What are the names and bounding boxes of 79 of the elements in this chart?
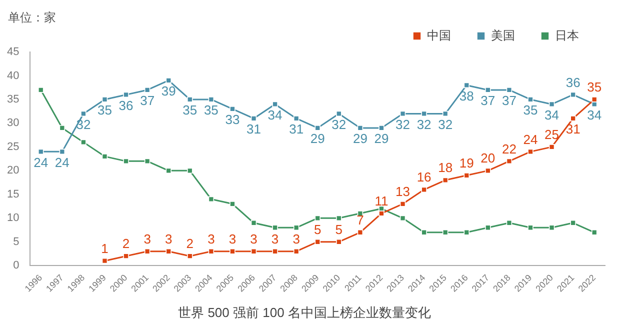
data-label: 29 <box>310 131 325 146</box>
data-label: 32 <box>76 116 91 132</box>
data-label: 11 <box>374 193 388 208</box>
data-label: 20 <box>480 150 496 166</box>
y-tick-label: 10 <box>6 212 20 224</box>
point <box>357 230 364 236</box>
point <box>293 116 300 122</box>
data-label: 36 <box>118 98 134 113</box>
data-label: 29 <box>374 131 389 146</box>
data-label: 24 <box>523 132 538 147</box>
point <box>80 139 86 146</box>
point <box>230 106 236 112</box>
data-label: 3 <box>250 231 258 246</box>
point <box>570 116 576 122</box>
data-label: 3 <box>292 231 300 246</box>
point <box>166 78 172 84</box>
y-tick-label: 15 <box>6 188 20 200</box>
y-tick-label: 20 <box>6 164 20 177</box>
data-label: 32 <box>332 116 346 132</box>
data-label: 31 <box>246 122 261 137</box>
data-label: 38 <box>459 88 474 104</box>
data-label: 22 <box>502 141 516 156</box>
data-label: 13 <box>396 184 410 199</box>
data-label: 32 <box>438 116 453 132</box>
data-label: 3 <box>164 231 172 246</box>
data-label: 37 <box>140 93 155 108</box>
point <box>80 110 86 117</box>
data-label: 3 <box>144 231 151 246</box>
data-label: 35 <box>182 102 198 118</box>
data-label: 39 <box>161 84 176 99</box>
data-label: 37 <box>502 93 516 108</box>
data-label: 3 <box>208 231 215 246</box>
y-tick-label: 30 <box>6 117 20 130</box>
point <box>59 125 66 131</box>
point <box>102 96 108 102</box>
data-label: 31 <box>289 122 304 137</box>
data-label: 33 <box>225 112 240 128</box>
text: 世界 500 强前 100 名中国上榜企业数量变化 <box>178 304 431 320</box>
y-tick-label: 35 <box>6 94 20 106</box>
data-label: 24 <box>34 154 48 170</box>
data-label: 24 <box>54 154 70 170</box>
data-label: 3 <box>228 231 236 246</box>
data-label: 34 <box>587 107 602 122</box>
data-label: 3 <box>271 231 279 246</box>
point <box>506 87 512 93</box>
data-label: 1 <box>101 240 108 256</box>
y-axis-title: 单位：家 <box>8 10 56 24</box>
data-label: 32 <box>416 116 432 132</box>
data-label: 29 <box>352 131 368 146</box>
data-label: 37 <box>480 93 496 108</box>
data-label: 18 <box>438 160 453 176</box>
point <box>378 210 384 216</box>
data-label: 25 <box>544 127 560 142</box>
data-label: 32 <box>396 116 410 132</box>
data-label: 36 <box>566 74 580 90</box>
point <box>38 87 44 93</box>
y-tick-label: 40 <box>6 70 20 82</box>
data-label: 2 <box>122 236 130 252</box>
data-label: 34 <box>544 107 560 122</box>
y-tick-label: 5 <box>13 236 20 248</box>
data-label: 16 <box>416 170 432 185</box>
data-label: 5 <box>335 222 343 237</box>
data-label: 35 <box>587 80 602 95</box>
data-label: 35 <box>204 102 218 118</box>
y-tick-label: 45 <box>6 46 20 58</box>
legend-label: 日本 <box>555 28 579 42</box>
legend-label: 美国 <box>491 28 515 42</box>
data-label: 7 <box>356 212 364 228</box>
data-label: 2 <box>186 236 194 252</box>
y-tick-label: 25 <box>6 140 20 153</box>
point <box>230 201 236 207</box>
data-label: 5 <box>314 222 322 237</box>
data-label: 35 <box>98 102 112 118</box>
legend-label: 中国 <box>427 28 451 42</box>
data-label: 19 <box>459 155 474 170</box>
point <box>400 201 406 207</box>
y-tick-label: 0 <box>13 260 20 272</box>
data-label: 34 <box>268 107 282 122</box>
data-label: 35 <box>523 102 538 118</box>
